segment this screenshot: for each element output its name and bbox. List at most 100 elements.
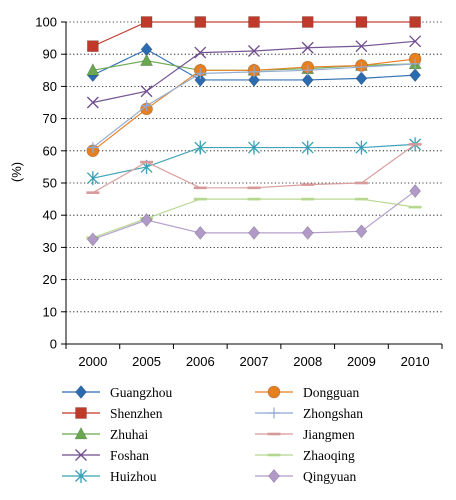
legend-marker-guangzhou	[75, 385, 87, 399]
axes	[61, 21, 443, 349]
legend-marker-shenzhen	[75, 407, 87, 419]
data-point-huizhou	[248, 140, 260, 155]
data-point-foshan	[140, 85, 153, 98]
data-point-jiangmen	[408, 143, 422, 146]
legend-label-qingyuan: Qingyuan	[303, 469, 356, 484]
data-point-huizhou	[194, 140, 207, 155]
data-point-foshan	[355, 40, 368, 53]
series-zhongshan	[87, 58, 421, 154]
legend-label-zhaoqing: Zhaoqing	[303, 448, 355, 463]
data-point-qingyuan	[248, 225, 260, 240]
series-huizhou	[86, 137, 422, 186]
data-point-shenzhen	[301, 16, 314, 28]
legend-marker-huizhou	[75, 469, 87, 483]
legend-marker-zhaoqing	[267, 453, 281, 457]
data-point-qingyuan	[409, 184, 422, 199]
data-point-qingyuan	[86, 232, 99, 247]
y-tick-label: 90	[43, 47, 57, 62]
data-point-jiangmen	[193, 186, 207, 190]
legend-label-shenzhen: Shenzhen	[110, 406, 163, 421]
data-point-zhongshan	[409, 58, 421, 70]
data-point-foshan	[301, 41, 314, 54]
legend-label-huizhou: Huizhou	[110, 469, 157, 484]
data-point-zhaoqing	[193, 197, 207, 201]
data-point-jiangmen	[86, 191, 100, 194]
data-point-qingyuan	[355, 224, 368, 239]
x-tick-label: 2007	[240, 354, 269, 369]
legend-marker-jiangmen	[267, 432, 281, 436]
legend-label-guangzhou: Guangzhou	[110, 385, 172, 400]
data-point-huizhou	[86, 171, 99, 186]
legend-item-qingyuan: Qingyuan	[255, 469, 356, 484]
legend-item-zhaoqing: Zhaoqing	[255, 448, 355, 463]
y-tick-label: 80	[43, 79, 57, 94]
y-tick-label: 50	[43, 176, 57, 191]
data-point-guangzhou	[355, 71, 368, 86]
data-point-zhuhai	[140, 53, 154, 66]
series-group	[86, 16, 422, 247]
data-point-shenzhen	[194, 16, 207, 28]
data-point-shenzhen	[140, 16, 153, 28]
data-point-zhaoqing	[408, 205, 422, 209]
x-tick-labels: 2000 2005 2006 2007 2008 2009 2010	[78, 354, 429, 369]
legend-marker-dongguan	[267, 385, 281, 399]
data-point-foshan	[409, 35, 422, 48]
series-shenzhen	[87, 16, 421, 52]
data-point-foshan	[248, 45, 260, 57]
data-point-guangzhou	[194, 72, 207, 87]
data-point-qingyuan	[140, 213, 153, 227]
data-point-zhaoqing	[354, 197, 368, 201]
data-point-jiangmen	[301, 183, 315, 186]
y-tick-label: 20	[43, 272, 57, 287]
y-tick-label: 60	[43, 143, 57, 158]
y-tick-label: 70	[43, 111, 57, 126]
legend-item-zhuhai: Zhuhai	[62, 426, 148, 442]
legend-marker-zhuhai	[74, 426, 88, 440]
data-point-zhongshan	[302, 64, 314, 76]
legend-item-huizhou: Huizhou	[62, 469, 157, 484]
data-point-zhongshan	[355, 61, 367, 73]
series-jiangmen	[86, 143, 422, 194]
data-point-shenzhen	[355, 16, 368, 28]
legend-marker-qingyuan	[268, 469, 280, 483]
x-tick-label: 2000	[78, 354, 107, 369]
data-point-zhongshan	[248, 66, 260, 78]
y-tick-label: 10	[43, 304, 57, 319]
legend: Guangzhou Shenzhen Zhuhai Foshan Huizhou Dong…	[62, 385, 363, 484]
data-point-shenzhen	[409, 16, 421, 28]
legend-label-jiangmen: Jiangmen	[303, 427, 355, 442]
data-point-jiangmen	[140, 160, 154, 164]
legend-item-shenzhen: Shenzhen	[62, 406, 163, 421]
data-point-zhongshan	[194, 68, 206, 80]
legend-item-jiangmen: Jiangmen	[255, 427, 355, 442]
y-axis-label: (%)	[9, 162, 24, 182]
x-tick-label: 2006	[186, 354, 215, 369]
data-point-zhongshan	[141, 100, 153, 112]
legend-marker-zhongshan	[268, 407, 280, 419]
data-point-zhuhai	[86, 63, 100, 76]
y-tick-labels: 0 10 20 30 40 50 60 70 80 90 100	[35, 15, 57, 352]
legend-item-dongguan: Dongguan	[255, 385, 359, 400]
data-point-qingyuan	[301, 225, 314, 240]
data-point-guangzhou	[301, 72, 314, 87]
legend-label-dongguan: Dongguan	[303, 385, 359, 400]
x-tick-label: 2009	[347, 354, 376, 369]
data-point-jiangmen	[354, 181, 368, 185]
series-foshan	[86, 35, 422, 109]
data-point-jiangmen	[247, 186, 261, 190]
x-tick-label: 2010	[401, 354, 430, 369]
data-point-zhongshan	[87, 142, 99, 154]
data-point-zhaoqing	[301, 197, 315, 201]
data-point-foshan	[86, 96, 99, 109]
y-tick-label: 30	[43, 240, 57, 255]
series-qingyuan	[86, 184, 422, 247]
y-tick-label: 0	[50, 337, 57, 352]
legend-label-foshan: Foshan	[110, 448, 149, 463]
data-point-zhaoqing	[247, 197, 261, 201]
legend-label-zhuhai: Zhuhai	[110, 427, 148, 442]
data-point-huizhou	[301, 140, 314, 155]
y-tick-label: 100	[35, 15, 57, 30]
data-point-foshan	[194, 46, 207, 59]
data-point-guangzhou	[248, 72, 260, 87]
